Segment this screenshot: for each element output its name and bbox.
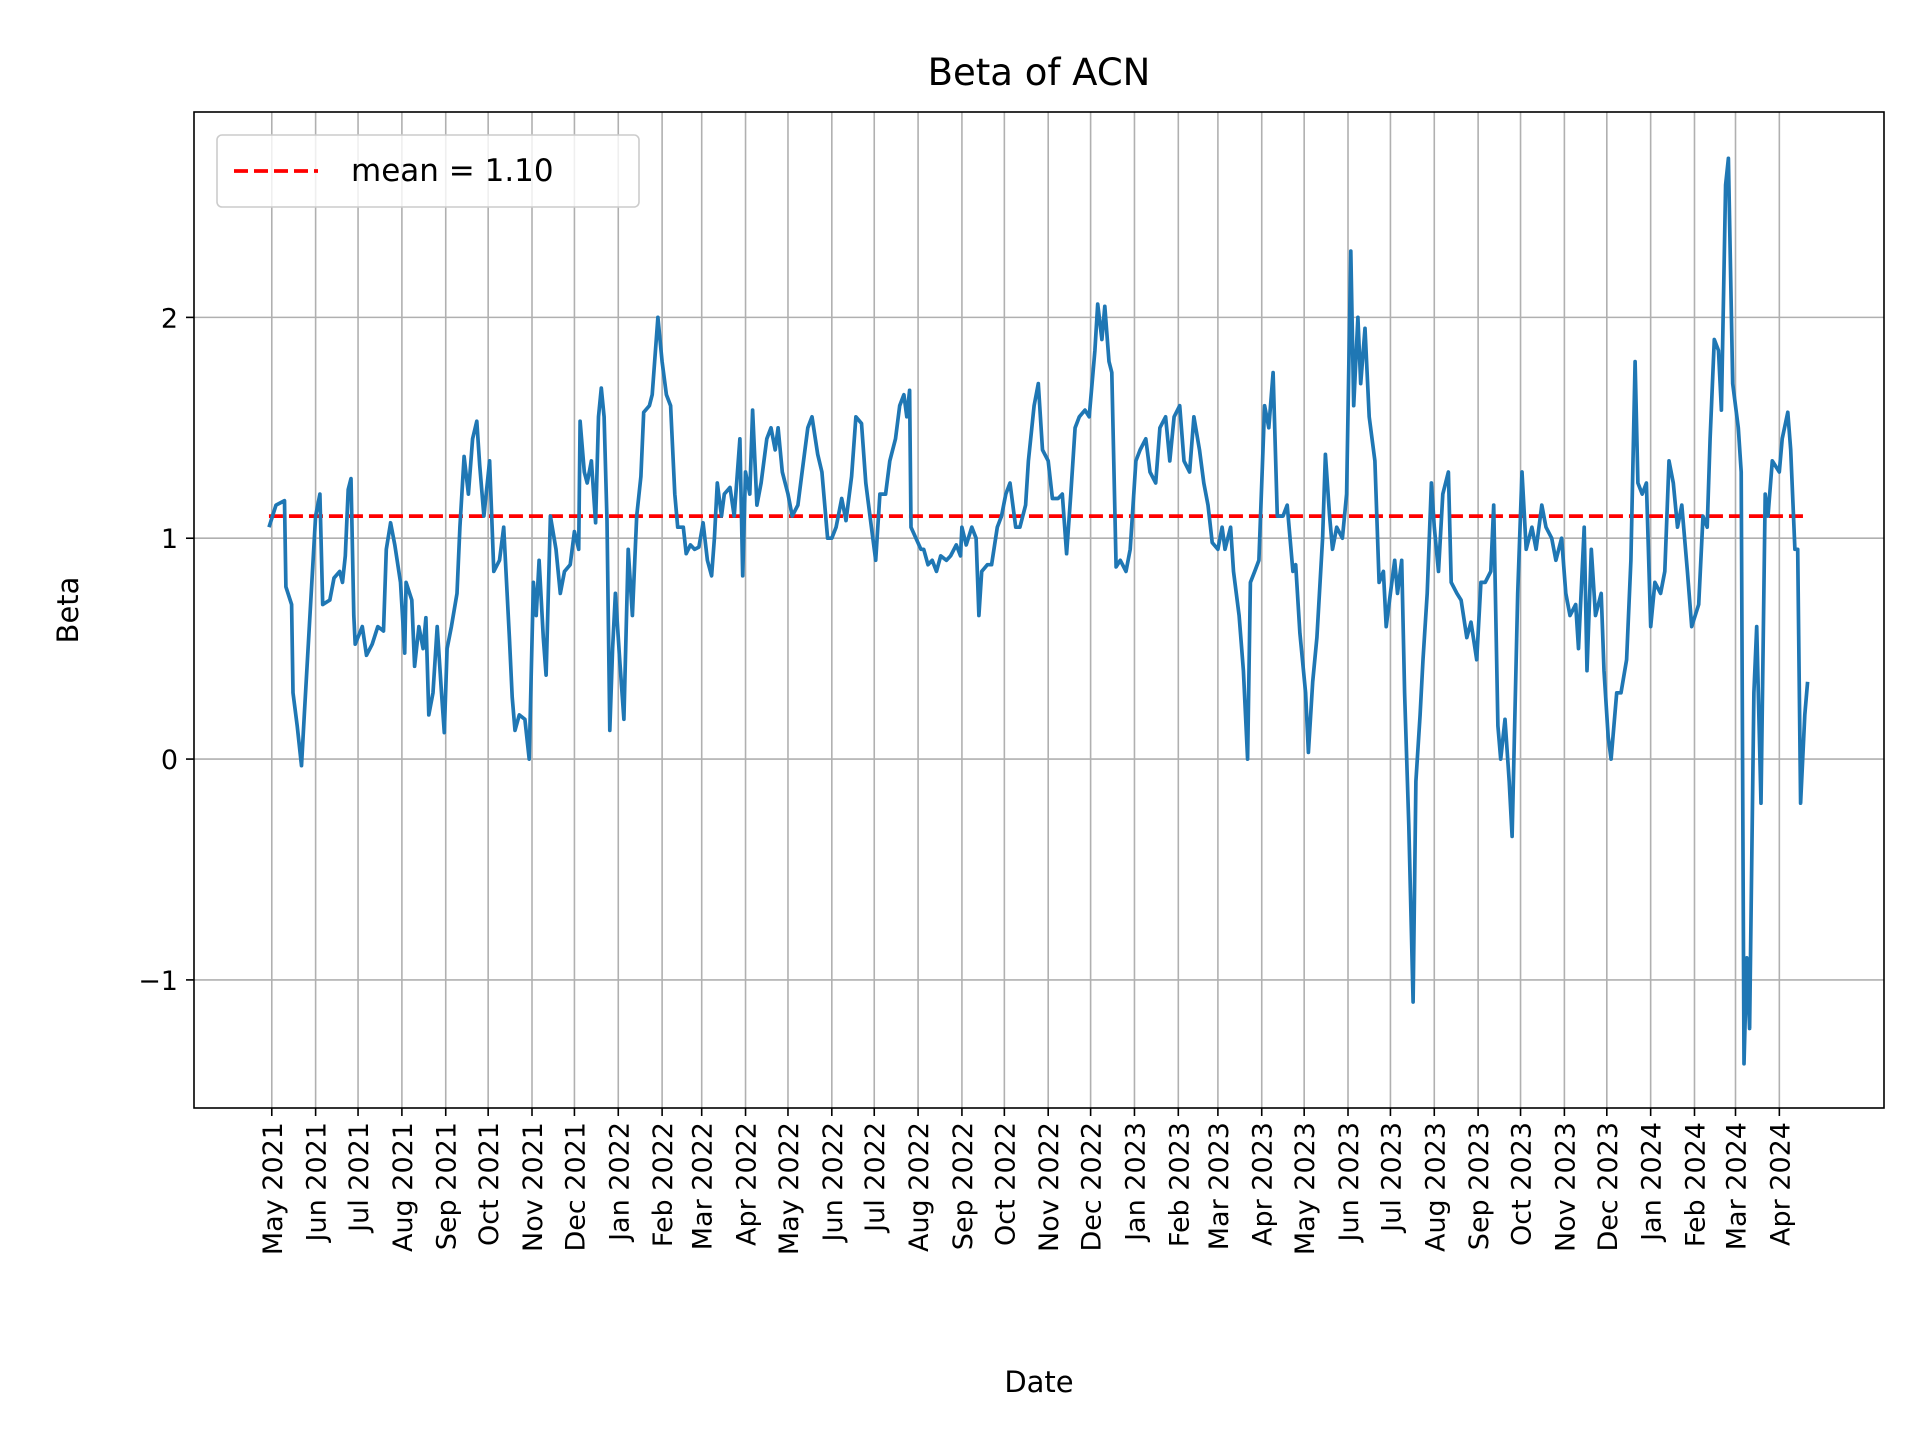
x-tick-label: May 2023 [1290, 1122, 1321, 1255]
legend-box [216, 134, 640, 208]
x-tick-label: Mar 2023 [1204, 1122, 1235, 1250]
y-tick-label: 0 [161, 745, 178, 776]
x-tick-label: Jun 2022 [818, 1122, 849, 1243]
x-tick-label: Sep 2021 [432, 1122, 463, 1250]
legend-mean-label: mean = 1.10 [351, 153, 554, 189]
beta-series-line [267, 156, 1810, 1066]
x-tick-label: Aug 2022 [904, 1122, 935, 1252]
x-tick-label: Aug 2021 [388, 1122, 419, 1252]
x-tick-label: Jul 2023 [1376, 1122, 1407, 1234]
x-tick-label: Apr 2024 [1765, 1122, 1796, 1246]
x-tick-label: Apr 2022 [732, 1122, 763, 1246]
x-tick-label: Jan 2024 [1637, 1122, 1668, 1243]
y-axis-label: Beta [51, 577, 85, 644]
x-tick-label: Jun 2021 [302, 1122, 333, 1243]
y-tick-label: 2 [161, 303, 178, 334]
plot-frame [193, 111, 1885, 1109]
x-tick-label: Sep 2022 [948, 1122, 979, 1250]
legend: mean = 1.10 [216, 134, 640, 208]
y-tick-label: 1 [161, 524, 178, 555]
x-tick-label: Dec 2022 [1077, 1122, 1108, 1252]
x-tick-label: Nov 2021 [518, 1122, 549, 1252]
x-tick-label: Jul 2021 [344, 1122, 375, 1234]
x-tick-label: Oct 2022 [990, 1122, 1021, 1246]
y-tick-label: −1 [138, 966, 178, 997]
x-tick-label: Feb 2022 [648, 1122, 679, 1247]
x-tick-label: Oct 2023 [1507, 1122, 1538, 1246]
x-tick-label: May 2022 [774, 1122, 805, 1255]
x-tick-label: Feb 2023 [1164, 1122, 1195, 1247]
grid-lines [194, 112, 1884, 1108]
x-axis-label: Date [1004, 1365, 1073, 1399]
x-tick-label: Dec 2023 [1593, 1122, 1624, 1252]
x-tick-label: Jul 2022 [860, 1122, 891, 1234]
y-axis: −1 0 1 2 [138, 303, 194, 997]
x-tick-label: Nov 2022 [1034, 1122, 1065, 1252]
x-tick-label: Oct 2021 [474, 1122, 505, 1246]
x-tick-label: Jan 2022 [604, 1122, 635, 1243]
x-tick-label: Jan 2023 [1120, 1122, 1151, 1243]
x-tick-label: Aug 2023 [1420, 1122, 1451, 1252]
x-tick-label: Mar 2024 [1722, 1122, 1753, 1250]
x-tick-label: Mar 2022 [688, 1122, 719, 1250]
x-axis: May 2021 Jun 2021 Jul 2021 Aug 2021 Sep 2021… [258, 1108, 1796, 1255]
x-tick-label: Feb 2024 [1680, 1122, 1711, 1247]
chart-title: Beta of ACN [928, 51, 1151, 94]
x-tick-label: Nov 2023 [1550, 1122, 1581, 1252]
x-tick-label: Apr 2023 [1248, 1122, 1279, 1246]
x-tick-label: May 2021 [258, 1122, 289, 1255]
x-tick-label: Sep 2023 [1464, 1122, 1495, 1250]
x-tick-label: Dec 2021 [560, 1122, 591, 1252]
x-tick-label: Jun 2023 [1334, 1122, 1365, 1243]
